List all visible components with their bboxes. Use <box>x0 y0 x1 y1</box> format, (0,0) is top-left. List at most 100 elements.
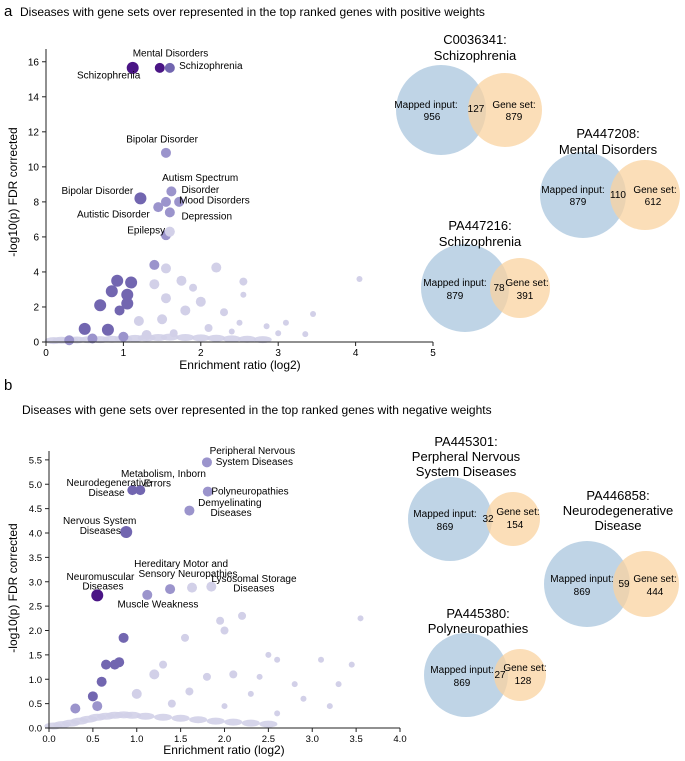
cloud-point <box>238 335 257 343</box>
data-point <box>118 632 129 643</box>
venn-mapped-circle <box>408 477 492 561</box>
data-point <box>169 329 178 338</box>
data-point <box>220 308 229 317</box>
data-point <box>70 703 81 714</box>
data-point <box>240 291 247 298</box>
data-point <box>263 323 270 330</box>
data-point <box>326 703 333 710</box>
data-point <box>357 615 364 622</box>
venn-mapped-label: Mapped input: <box>541 185 604 196</box>
venn-geneset-count: 128 <box>515 676 532 687</box>
venn-geneset-label: Gene set: <box>633 574 676 585</box>
data-point <box>126 61 139 74</box>
point-annotation: Mental Disorders <box>133 49 209 60</box>
data-point <box>201 457 212 468</box>
point-annotation: Bipolar Disorder <box>126 134 198 145</box>
data-point <box>229 670 238 679</box>
y-tick-label: 1.5 <box>29 650 42 661</box>
cloud-point <box>241 719 260 727</box>
venn-title: Disease <box>595 518 642 533</box>
data-point <box>221 703 228 710</box>
data-point <box>164 207 175 218</box>
y-tick-label: 6 <box>33 232 39 243</box>
data-point <box>167 699 176 708</box>
venn-geneset-label: Gene set: <box>492 100 535 111</box>
y-tick-label: 8 <box>33 197 39 208</box>
x-tick-label: 0.5 <box>86 734 99 745</box>
point-annotation: Polyneuropathies <box>211 486 288 497</box>
cloud-point <box>176 333 195 341</box>
venn-geneset-label: Gene set: <box>503 663 546 674</box>
point-annotation: Bipolar Disorder <box>61 186 133 197</box>
panel-a-y-axis-label: -log10(p) FDR corrected <box>6 127 20 256</box>
venn-overlap-count: 78 <box>493 283 505 294</box>
venn-mapped-count: 879 <box>447 291 464 302</box>
data-point <box>239 277 248 286</box>
venn-mapped-circle <box>421 244 509 332</box>
data-point <box>157 314 168 325</box>
data-point <box>202 672 211 681</box>
data-point <box>165 584 176 595</box>
venn-mapped-count: 869 <box>574 587 591 598</box>
data-point <box>101 659 112 670</box>
panel-a-x-axis-label: Enrichment ratio (log2) <box>179 358 300 372</box>
data-point <box>204 323 213 332</box>
venn-mapped-label: Mapped input: <box>413 509 476 520</box>
cloud-point <box>259 720 278 728</box>
data-point <box>78 322 91 335</box>
y-tick-label: 4.5 <box>29 504 42 515</box>
data-point <box>291 681 298 688</box>
x-tick-label: 1.0 <box>130 734 143 745</box>
cloud-point <box>189 716 208 724</box>
data-point <box>195 296 206 307</box>
data-point <box>238 611 247 620</box>
x-tick-label: 1.5 <box>174 734 187 745</box>
data-point <box>275 330 282 337</box>
data-point <box>187 582 198 593</box>
y-tick-label: 2.0 <box>29 626 42 637</box>
point-annotation: Autism Spectrum <box>162 173 238 184</box>
venn-mapped-label: Mapped input: <box>550 574 613 585</box>
venn-title: PA447208: <box>576 126 639 141</box>
data-point <box>189 283 198 292</box>
data-point <box>356 275 363 282</box>
y-tick-label: 14 <box>28 92 40 103</box>
data-point <box>114 305 125 316</box>
venn-overlap-count: 127 <box>468 104 485 115</box>
point-annotation: Neurodegenerative <box>67 478 152 489</box>
x-tick-label: 5 <box>430 348 436 359</box>
point-annotation: Demyelinating <box>198 498 261 509</box>
data-point <box>109 659 120 670</box>
data-point <box>164 226 175 237</box>
data-point <box>274 656 281 663</box>
data-point <box>118 331 129 342</box>
data-point <box>202 486 213 497</box>
venn-overlap-count: 110 <box>610 190 626 201</box>
venn-a-3: PA447216: Schizophrenia Mapped input: 87… <box>421 218 550 332</box>
point-annotation: Muscle Weakness <box>117 600 198 611</box>
y-tick-label: 16 <box>28 57 40 68</box>
panel-b-x-axis-label: Enrichment ratio (log2) <box>163 743 284 757</box>
point-annotation: Epilepsy <box>127 225 165 236</box>
y-tick-label: 3.5 <box>29 553 42 564</box>
point-annotation: Depression <box>181 211 232 222</box>
cloud-point <box>136 712 155 720</box>
venn-geneset-count: 879 <box>506 112 523 123</box>
panel-a-letter: a <box>4 3 13 20</box>
venn-geneset-count: 612 <box>645 197 662 208</box>
venn-title: Mental Disorders <box>559 142 658 157</box>
point-annotation: Hereditary Motor and <box>134 559 228 570</box>
panel-b-y-axis-label: -log10(p) FDR corrected <box>6 523 20 652</box>
data-point <box>160 263 171 274</box>
data-point <box>274 710 281 717</box>
cloud-point <box>171 714 190 722</box>
data-point <box>160 293 171 304</box>
point-annotation: Sensory Neuropathies <box>139 569 238 580</box>
venn-title: Schizophrenia <box>434 48 517 63</box>
venn-mapped-count: 879 <box>570 197 587 208</box>
venn-geneset-circle <box>486 492 540 546</box>
panel-a-title: Diseases with gene sets over represented… <box>20 5 485 19</box>
venn-overlap-count: 59 <box>618 579 630 590</box>
data-point <box>127 485 138 496</box>
